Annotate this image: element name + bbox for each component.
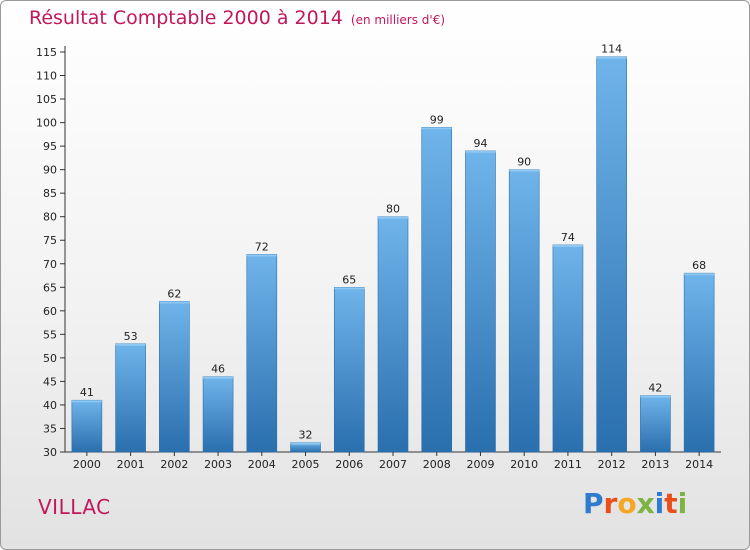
bar-highlight xyxy=(640,395,671,398)
y-tick-label: 45 xyxy=(43,375,57,388)
value-label: 99 xyxy=(430,113,444,126)
y-tick-label: 35 xyxy=(43,422,57,435)
y-tick-label: 65 xyxy=(43,281,57,294)
bar xyxy=(552,244,584,453)
x-tick-label: 2001 xyxy=(117,458,145,471)
bar-highlight xyxy=(465,150,496,153)
bar-highlight xyxy=(378,216,408,219)
bar xyxy=(377,216,409,453)
chart-title-main: Résultat Comptable 2000 à 2014 xyxy=(29,7,343,29)
y-tick-label: 90 xyxy=(43,164,57,177)
y-tick-label: 40 xyxy=(43,399,57,412)
y-tick-label: 60 xyxy=(43,305,57,318)
chart-title-unit: (en milliers d'€) xyxy=(350,13,446,27)
value-label: 72 xyxy=(255,240,269,253)
bar-highlight xyxy=(71,400,102,403)
x-tick-label: 2012 xyxy=(598,458,626,471)
value-label: 90 xyxy=(517,156,531,169)
value-label: 32 xyxy=(299,429,313,442)
bar xyxy=(159,301,190,453)
logo-letter: i xyxy=(677,487,688,520)
x-tick-label: 2004 xyxy=(248,458,276,471)
bar-highlight xyxy=(334,287,365,290)
y-tick-label: 100 xyxy=(36,117,57,130)
proxiti-logo[interactable]: Proxiti xyxy=(583,487,687,520)
y-tick-label: 55 xyxy=(43,328,57,341)
value-label: 80 xyxy=(386,203,400,216)
x-tick-label: 2005 xyxy=(292,458,320,471)
x-tick-label: 2002 xyxy=(160,458,188,471)
bar-highlight xyxy=(290,442,321,445)
y-tick-label: 75 xyxy=(43,234,57,247)
y-tick-label: 85 xyxy=(43,187,57,200)
bar-highlight xyxy=(203,376,234,379)
bar xyxy=(71,399,103,453)
y-tick-label: 30 xyxy=(43,446,57,459)
y-tick-label: 50 xyxy=(43,352,57,365)
value-label: 65 xyxy=(342,273,356,286)
value-label: 41 xyxy=(80,386,94,399)
bar xyxy=(465,150,496,453)
logo-letter: r xyxy=(603,487,618,520)
bar-highlight xyxy=(115,343,146,346)
bar-highlight xyxy=(684,273,715,276)
bar xyxy=(202,376,234,453)
y-tick-label: 80 xyxy=(43,211,57,224)
chart-title: Résultat Comptable 2000 à 2014 (en millie… xyxy=(29,7,445,29)
x-tick-label: 2000 xyxy=(73,458,101,471)
value-label: 53 xyxy=(124,330,138,343)
value-label: 42 xyxy=(648,382,662,395)
x-tick-label: 2011 xyxy=(554,458,582,471)
x-tick-label: 2003 xyxy=(204,458,232,471)
value-label: 94 xyxy=(473,137,487,150)
value-label: 62 xyxy=(167,287,181,300)
y-tick-label: 95 xyxy=(43,140,57,153)
x-tick-label: 2014 xyxy=(685,458,713,471)
x-tick-label: 2006 xyxy=(335,458,363,471)
logo-letter: o xyxy=(617,487,637,520)
bar xyxy=(683,272,715,453)
bar-highlight xyxy=(159,301,190,304)
bar xyxy=(508,169,540,453)
y-tick-label: 115 xyxy=(36,46,57,59)
logo-letter: x xyxy=(636,487,655,520)
value-label: 46 xyxy=(211,363,225,376)
x-tick-label: 2010 xyxy=(510,458,538,471)
x-tick-label: 2013 xyxy=(641,458,669,471)
x-tick-label: 2009 xyxy=(466,458,494,471)
place-name: VILLAC xyxy=(38,495,111,519)
bar xyxy=(115,343,146,453)
y-tick-label: 110 xyxy=(36,70,57,83)
bar xyxy=(640,395,671,453)
y-tick-label: 105 xyxy=(36,93,57,106)
value-label: 114 xyxy=(601,43,622,56)
y-tick-label: 70 xyxy=(43,258,57,271)
bar-highlight xyxy=(509,169,540,172)
logo-letter: t xyxy=(664,487,678,520)
bar-highlight xyxy=(552,244,583,247)
bar-highlight xyxy=(596,56,627,59)
bar xyxy=(333,286,365,453)
value-label: 74 xyxy=(561,231,575,244)
bar xyxy=(596,56,627,453)
bar xyxy=(246,254,278,453)
logo-letter: P xyxy=(583,487,604,520)
bar-highlight xyxy=(246,254,277,257)
value-label: 68 xyxy=(692,259,706,272)
logo-letter: i xyxy=(654,487,665,520)
bar-highlight xyxy=(421,127,452,130)
x-tick-label: 2007 xyxy=(379,458,407,471)
bar xyxy=(421,126,453,453)
x-tick-label: 2008 xyxy=(423,458,451,471)
